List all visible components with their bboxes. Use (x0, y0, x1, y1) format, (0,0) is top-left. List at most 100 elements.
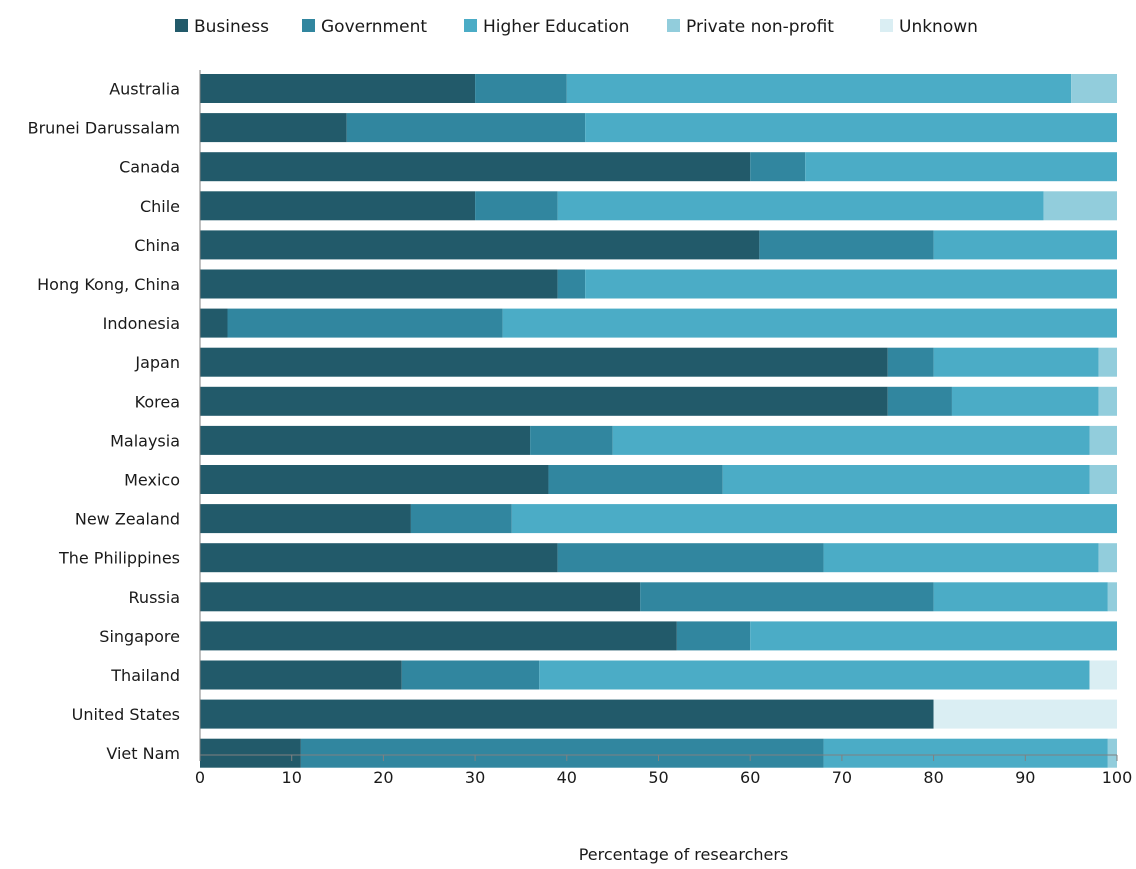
bar-canada-government (750, 152, 806, 182)
bar-russia-private-non-profit (1107, 582, 1117, 612)
category-label: Chile (140, 197, 180, 216)
bar-china-government (759, 230, 934, 260)
category-label: United States (72, 705, 180, 724)
category-label: The Philippines (58, 549, 180, 568)
x-tick-label: 80 (923, 768, 943, 787)
bar-korea-private-non-profit (1098, 386, 1117, 416)
bar-brunei-darussalam-business (200, 113, 347, 143)
x-tick-label: 40 (557, 768, 577, 787)
bar-singapore-business (200, 621, 677, 651)
bar-indonesia-business (200, 308, 228, 338)
bar-australia-government (475, 74, 567, 103)
category-label: Japan (134, 353, 180, 372)
legend-swatch-higher-education (464, 19, 477, 32)
bar-australia-higher-education (566, 74, 1072, 103)
bar-thailand-business (200, 660, 402, 690)
legend-swatch-business (175, 19, 188, 32)
bar-korea-government (887, 386, 952, 416)
bar-japan-government (887, 347, 934, 377)
category-label: Indonesia (103, 314, 180, 333)
category-label: Mexico (124, 471, 180, 490)
bar-indonesia-higher-education (502, 308, 1117, 338)
bar-viet-nam-business (200, 738, 301, 768)
bar-brunei-darussalam-government (346, 113, 586, 143)
bar-the-philippines-government (557, 543, 824, 573)
bar-china-higher-education (933, 230, 1117, 260)
category-label: Brunei Darussalam (28, 119, 180, 138)
bar-russia-business (200, 582, 641, 612)
bar-japan-business (200, 347, 888, 377)
legend-label-higher-education: Higher Education (483, 17, 630, 37)
bar-brunei-darussalam-higher-education (585, 113, 1117, 143)
bar-chile-higher-education (557, 191, 1044, 221)
bar-the-philippines-private-non-profit (1098, 543, 1117, 573)
bar-korea-higher-education (951, 386, 1099, 416)
category-label: Viet Nam (106, 744, 180, 763)
bar-viet-nam-private-non-profit (1107, 738, 1117, 768)
bar-united-states-unknown (933, 699, 1117, 729)
bar-mexico-private-non-profit (1089, 465, 1117, 494)
x-tick-label: 50 (648, 768, 668, 787)
x-tick-label: 60 (740, 768, 760, 787)
bar-malaysia-private-non-profit (1089, 425, 1117, 455)
category-label: Russia (129, 588, 180, 607)
bar-new-zealand-higher-education (511, 504, 1117, 534)
bar-malaysia-government (530, 425, 613, 455)
x-tick-label: 10 (282, 768, 302, 787)
bar-china-business (200, 230, 760, 260)
bar-malaysia-business (200, 425, 531, 455)
bar-viet-nam-government (300, 738, 824, 768)
bar-thailand-higher-education (539, 660, 1090, 690)
bar-thailand-unknown (1089, 660, 1117, 690)
bar-chile-government (475, 191, 558, 221)
category-label: Singapore (99, 627, 180, 646)
legend-swatch-unknown (880, 19, 893, 32)
bar-singapore-higher-education (750, 621, 1117, 651)
bar-canada-higher-education (805, 152, 1117, 182)
bar-new-zealand-government (410, 504, 512, 534)
x-axis: 0 10 20 30 40 50 60 70 80 90 100 (195, 70, 1132, 787)
bar-australia-business (200, 74, 476, 103)
bar-mexico-higher-education (722, 465, 1090, 494)
category-label: China (134, 236, 180, 255)
legend-label-government: Government (321, 17, 427, 37)
x-tick-label: 90 (1015, 768, 1035, 787)
bar-korea-business (200, 386, 888, 416)
x-axis-title: Percentage of researchers (579, 845, 789, 864)
legend-swatch-private-non-profit (667, 19, 680, 32)
bar-viet-nam-higher-education (823, 738, 1108, 768)
category-label: Korea (135, 392, 180, 411)
category-label: New Zealand (75, 510, 180, 529)
x-tick-label: 20 (373, 768, 393, 787)
bar-russia-government (640, 582, 934, 612)
bar-the-philippines-higher-education (823, 543, 1099, 573)
bar-canada-business (200, 152, 751, 182)
legend-label-private-non-profit: Private non-profit (686, 17, 834, 37)
bar-thailand-government (401, 660, 540, 690)
legend-label-unknown: Unknown (899, 17, 978, 37)
x-tick-label: 100 (1102, 768, 1133, 787)
legend: Business Government Higher Education Privat… (175, 17, 978, 37)
bar-mexico-business (200, 465, 549, 494)
bar-chile-business (200, 191, 476, 221)
category-labels: Australia Brunei Darussalam Canada Chile Chi… (28, 80, 180, 764)
category-label: Malaysia (110, 431, 180, 450)
bar-hong-kong-china-government (557, 269, 586, 299)
category-label: Hong Kong, China (37, 275, 180, 294)
bar-the-philippines-business (200, 543, 558, 573)
category-label: Australia (109, 80, 180, 99)
legend-swatch-government (302, 19, 315, 32)
bar-mexico-government (548, 465, 723, 494)
x-tick-label: 0 (195, 768, 205, 787)
bar-australia-private-non-profit (1071, 74, 1117, 103)
bar-hong-kong-china-higher-education (585, 269, 1117, 299)
bar-singapore-government (676, 621, 751, 651)
bar-chile-private-non-profit (1043, 191, 1117, 221)
legend-label-business: Business (194, 17, 269, 37)
bars-group (200, 74, 1117, 768)
bar-indonesia-government (227, 308, 503, 338)
category-label: Thailand (110, 666, 180, 685)
bar-united-states-business (200, 699, 934, 729)
